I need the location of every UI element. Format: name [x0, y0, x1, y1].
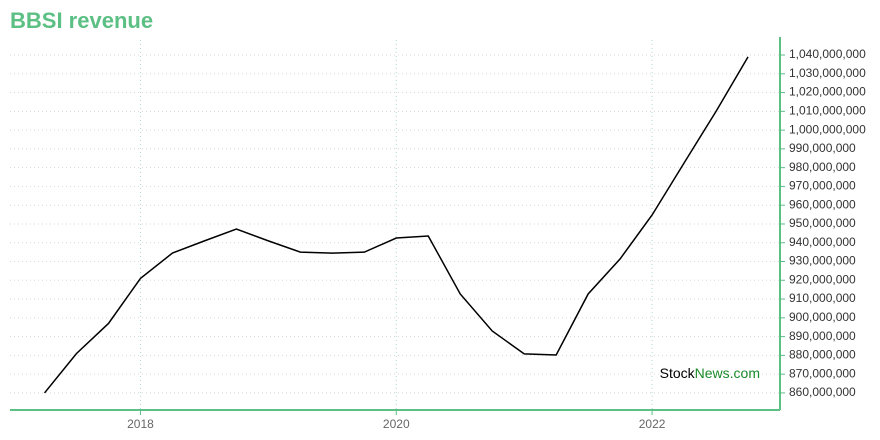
y-tick-label: 960,000,000	[789, 197, 856, 211]
x-tick-label: 2020	[383, 417, 410, 431]
y-tick-label: 900,000,000	[789, 310, 856, 324]
y-tick-label: 1,000,000,000	[789, 122, 866, 136]
y-tick-label: 930,000,000	[789, 254, 856, 268]
y-tick-label: 920,000,000	[789, 272, 856, 286]
watermark-part: News.com	[695, 365, 760, 381]
y-tick-label: 990,000,000	[789, 141, 856, 155]
y-tick-label: 1,040,000,000	[789, 47, 866, 61]
y-tick-label: 1,020,000,000	[789, 85, 866, 99]
y-tick-label: 980,000,000	[789, 160, 856, 174]
watermark: StockNews.com	[660, 365, 760, 381]
y-tick-label: 890,000,000	[789, 329, 856, 343]
y-tick-label: 950,000,000	[789, 216, 856, 230]
y-tick-label: 1,030,000,000	[789, 66, 866, 80]
watermark-part: Stock	[660, 365, 696, 381]
y-tick-label: 870,000,000	[789, 366, 856, 380]
y-tick-label: 880,000,000	[789, 348, 856, 362]
line	[43, 56, 749, 394]
x-tick-label: 2022	[639, 417, 666, 431]
y-tick-label: 940,000,000	[789, 235, 856, 249]
y-tick-label: 860,000,000	[789, 385, 856, 399]
chart-title: BBSI revenue	[10, 8, 153, 33]
y-tick-label: 910,000,000	[789, 291, 856, 305]
y-tick-label: 1,010,000,000	[789, 104, 866, 118]
x-tick-label: 2018	[127, 417, 154, 431]
y-tick-label: 970,000,000	[789, 179, 856, 193]
